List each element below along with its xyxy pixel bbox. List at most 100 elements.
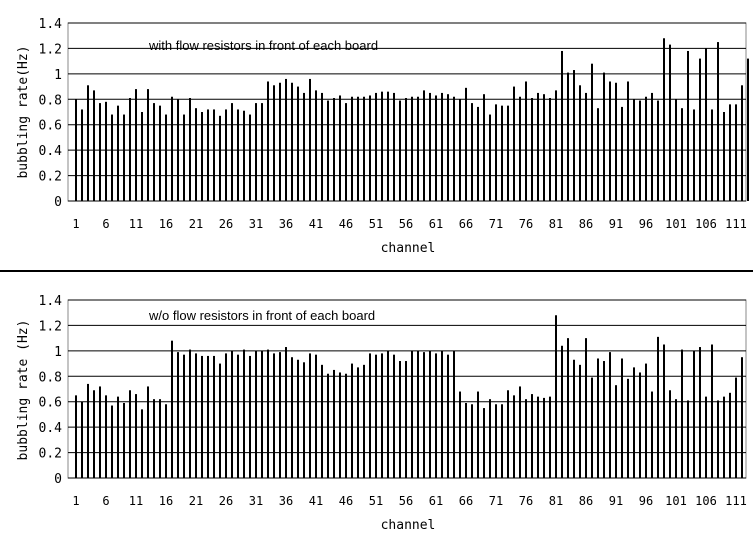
bar <box>549 396 551 478</box>
bottom-annotation: w/o flow resistors in front of each boar… <box>148 308 375 323</box>
bar <box>669 390 671 478</box>
bar <box>549 98 551 201</box>
x-tick-label: 111 <box>725 217 747 231</box>
bar <box>309 78 311 201</box>
x-tick-label: 21 <box>189 494 203 508</box>
bar <box>375 92 377 201</box>
bar <box>741 85 743 201</box>
bar <box>405 361 407 478</box>
bar <box>267 349 269 478</box>
bar <box>255 350 257 478</box>
bar <box>321 92 323 201</box>
bar <box>687 400 689 478</box>
bar <box>609 81 611 201</box>
y-tick-label: 0.6 <box>39 396 62 411</box>
bar <box>471 404 473 478</box>
bar <box>381 353 383 478</box>
bar <box>651 92 653 201</box>
bar <box>687 50 689 201</box>
bar <box>537 396 539 478</box>
x-tick-label: 86 <box>579 494 593 508</box>
bar <box>639 100 641 201</box>
bar <box>615 385 617 478</box>
bar <box>297 86 299 201</box>
x-tick-label: 101 <box>665 217 687 231</box>
bar <box>483 408 485 478</box>
y-tick-label: 0.6 <box>39 119 62 134</box>
bar <box>249 114 251 201</box>
bar <box>525 81 527 201</box>
bar <box>135 89 137 201</box>
bar <box>201 112 203 201</box>
bar <box>561 345 563 478</box>
bar <box>159 105 161 201</box>
bar <box>381 91 383 201</box>
bar <box>627 81 629 201</box>
bar <box>177 352 179 478</box>
bar <box>477 106 479 201</box>
bar <box>183 114 185 201</box>
x-tick-label: 6 <box>102 217 109 231</box>
bar <box>495 104 497 201</box>
bar <box>207 355 209 478</box>
y-tick-label: 0 <box>54 472 62 487</box>
bar <box>567 338 569 478</box>
top-x-axis-title: channel <box>381 241 436 256</box>
y-tick-label: 1.4 <box>39 17 63 32</box>
bar <box>513 86 515 201</box>
bar <box>165 404 167 478</box>
bar <box>393 92 395 201</box>
bar <box>213 355 215 478</box>
bar <box>99 103 101 201</box>
bar <box>423 352 425 478</box>
bar <box>363 96 365 201</box>
x-tick-label: 56 <box>399 494 413 508</box>
x-tick-label: 36 <box>279 217 293 231</box>
bottom-y-axis-title: bubbling rate (Hz) <box>16 320 31 461</box>
x-tick-label: 61 <box>429 217 443 231</box>
bar <box>189 349 191 478</box>
bar <box>435 95 437 201</box>
bar <box>543 94 545 201</box>
bar <box>603 72 605 201</box>
x-tick-label: 91 <box>609 494 623 508</box>
bar <box>585 338 587 478</box>
x-tick-label: 81 <box>549 494 563 508</box>
bar <box>303 92 305 201</box>
bar <box>147 386 149 478</box>
bar <box>339 372 341 478</box>
bar <box>675 399 677 478</box>
bar <box>135 394 137 478</box>
bar <box>621 358 623 478</box>
bar <box>81 109 83 201</box>
x-tick-label: 96 <box>639 494 653 508</box>
bar <box>447 354 449 478</box>
x-tick-label: 96 <box>639 217 653 231</box>
bar <box>705 48 707 201</box>
bar <box>651 391 653 478</box>
y-tick-label: 1 <box>54 68 62 83</box>
bar <box>525 399 527 478</box>
bar <box>333 98 335 201</box>
bar <box>93 90 95 201</box>
bar <box>195 353 197 478</box>
bar <box>327 373 329 478</box>
bar <box>243 349 245 478</box>
bar <box>237 109 239 201</box>
x-tick-label: 56 <box>399 217 413 231</box>
bar <box>459 99 461 201</box>
x-tick-label: 1 <box>72 217 79 231</box>
y-tick-label: 0.8 <box>39 370 62 385</box>
bar <box>309 353 311 478</box>
bar <box>573 70 575 202</box>
x-tick-label: 41 <box>309 217 323 231</box>
y-tick-label: 1.4 <box>39 294 63 309</box>
bar <box>141 112 143 201</box>
bar <box>603 361 605 478</box>
bar <box>315 90 317 201</box>
x-tick-label: 26 <box>219 494 233 508</box>
x-tick-label: 76 <box>519 494 533 508</box>
bar <box>699 347 701 478</box>
x-tick-label: 71 <box>489 217 503 231</box>
bar <box>411 350 413 478</box>
